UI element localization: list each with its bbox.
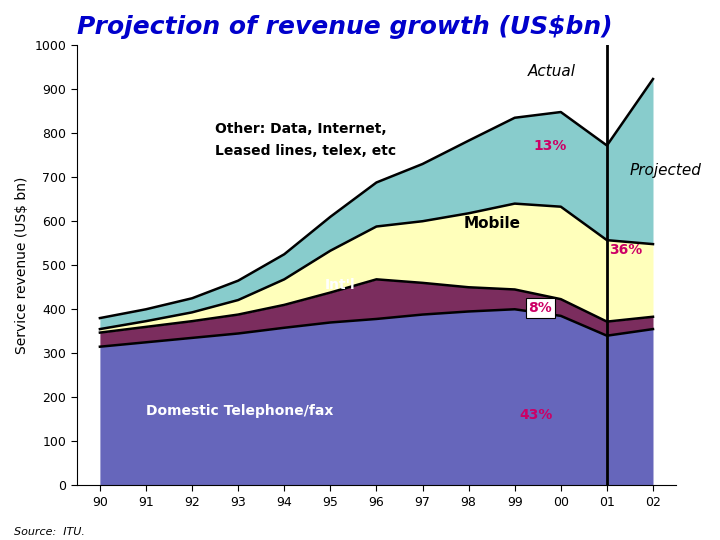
Text: Actual: Actual <box>528 64 575 79</box>
Text: 36%: 36% <box>609 243 642 257</box>
Text: Other: Data, Internet,: Other: Data, Internet, <box>215 122 387 136</box>
Text: Projection of revenue growth (US$bn): Projection of revenue growth (US$bn) <box>77 15 612 39</box>
Text: 8%: 8% <box>528 301 552 315</box>
Text: Mobile: Mobile <box>463 216 520 231</box>
Text: Source:  ITU.: Source: ITU. <box>14 526 85 537</box>
Text: 43%: 43% <box>519 408 553 422</box>
Text: Int'l: Int'l <box>324 278 355 292</box>
Text: Domestic Telephone/fax: Domestic Telephone/fax <box>146 403 333 417</box>
Text: Projected: Projected <box>630 163 702 178</box>
Text: Leased lines, telex, etc: Leased lines, telex, etc <box>215 144 396 158</box>
Text: 13%: 13% <box>534 139 567 153</box>
Y-axis label: Service revenue (US$ bn): Service revenue (US$ bn) <box>15 177 29 354</box>
